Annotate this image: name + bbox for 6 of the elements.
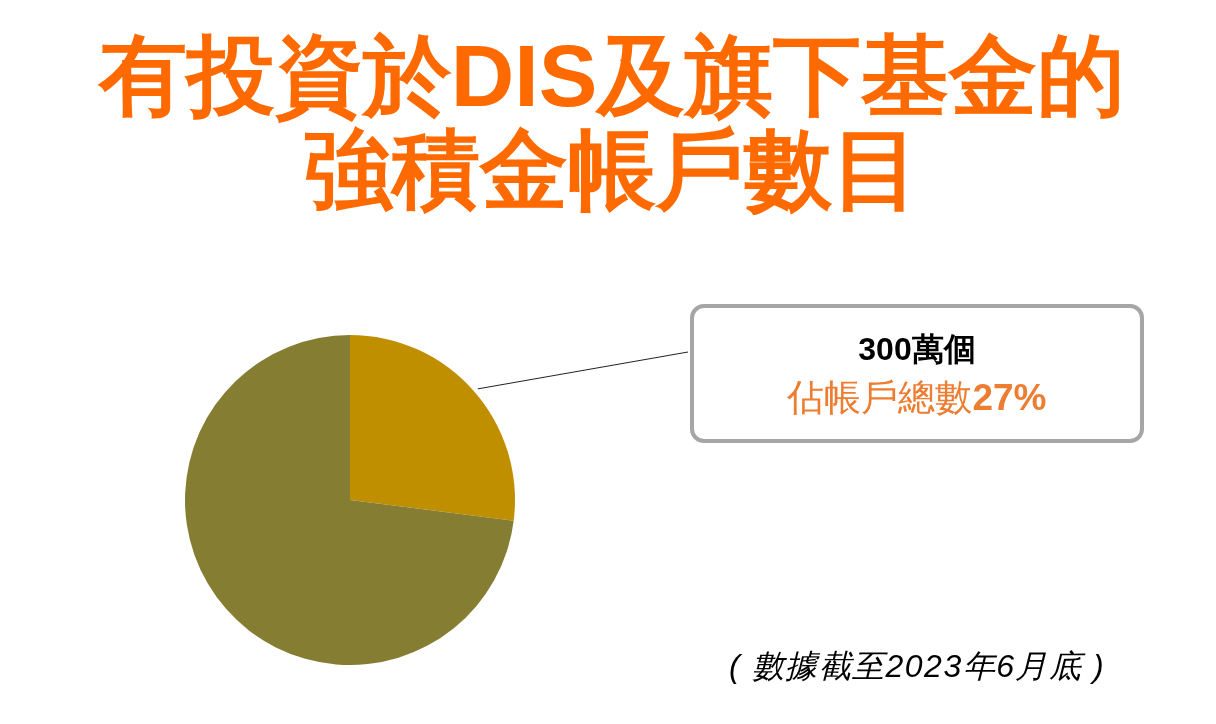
chart-title: 有投資於DIS及旗下基金的強積金帳戶數目 [96,26,1126,219]
text: 300萬個 [858,330,976,367]
text: ( 數據截至2023年6月底 ) [728,648,1106,684]
pie-slice [350,335,515,521]
text: 佔帳戶總數27% [786,376,1047,418]
pie-slice [185,335,514,665]
